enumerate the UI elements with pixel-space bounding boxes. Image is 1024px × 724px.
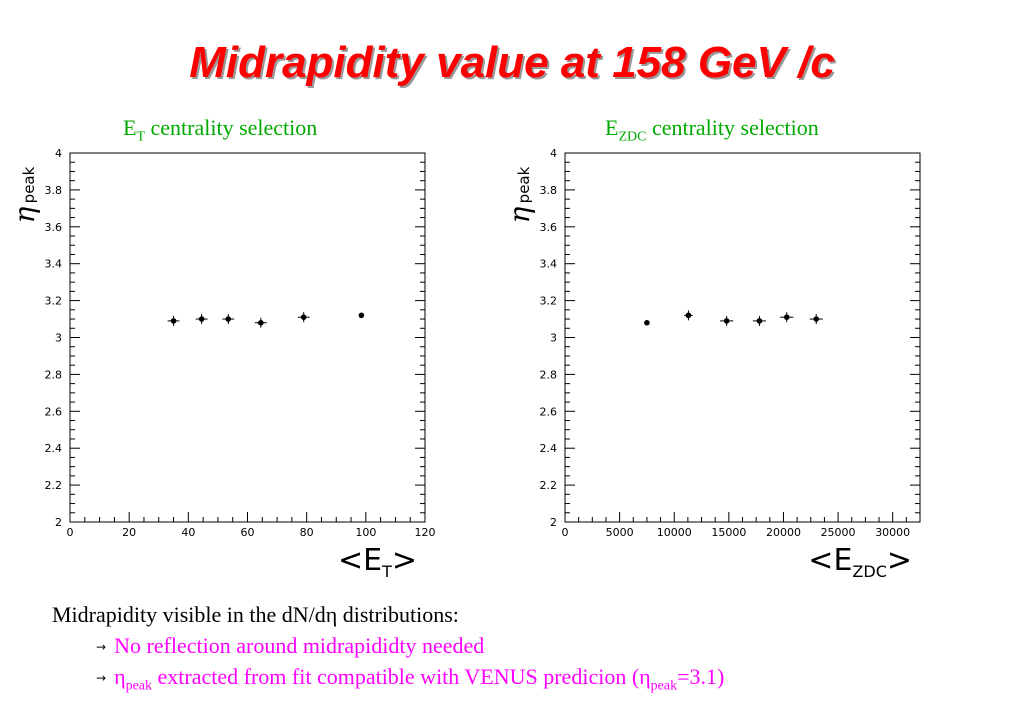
plot-frame xyxy=(69,152,426,523)
left-panel-title: ET centrality selection xyxy=(123,115,317,145)
y-tick-label: 4 xyxy=(55,147,62,160)
plot-frame xyxy=(564,152,921,523)
y-tick-label: 3.8 xyxy=(45,184,63,197)
y-axis-label: η peak xyxy=(503,166,536,223)
y-tick-label: 3 xyxy=(55,332,62,345)
y-tick-label: 3.2 xyxy=(45,295,63,308)
y-axis-label-symbol: η xyxy=(8,206,41,223)
y-tick-label: 2.6 xyxy=(45,405,63,418)
left-panel-title-main: E xyxy=(123,115,137,140)
x-tick-label: 15000 xyxy=(711,526,746,539)
y-tick-label: 2.6 xyxy=(540,405,558,418)
data-point xyxy=(813,316,820,322)
data-point xyxy=(783,314,790,321)
x-tick-label: 120 xyxy=(415,526,436,539)
y-tick-label: 2.8 xyxy=(45,368,63,381)
left-panel-title-rest: centrality selection xyxy=(145,115,318,140)
y-tick-label: 2.4 xyxy=(45,442,63,455)
x-tick-label: 40 xyxy=(181,526,195,539)
y-tick-label: 3.2 xyxy=(540,295,558,308)
bullet2-eta-sub: peak xyxy=(125,678,153,694)
x-axis-label: <ET> xyxy=(338,543,417,581)
x-tick-label: 60 xyxy=(241,526,255,539)
x-axis-label-sub: T xyxy=(381,562,392,581)
data-point xyxy=(756,318,763,324)
y-axis-label: η peak xyxy=(8,166,41,223)
x-tick-label: 0 xyxy=(67,526,74,539)
x-tick-label: 80 xyxy=(300,526,314,539)
bullet-text-1: No reflection around midrapididty needed xyxy=(114,633,485,658)
right-chart: 2 2.2 2.4 2.6 2.8 3 3.2 3.4 3.6 3.8 4 0 5000 10000 150… xyxy=(503,147,921,581)
x-tick-label: 5000 xyxy=(606,526,634,539)
right-panel-title-rest: centrality selection xyxy=(646,115,819,140)
slide-title: Midrapidity value at 158 GeV /c xyxy=(189,38,835,87)
x-tick-label: 25000 xyxy=(821,526,856,539)
y-axis-label-sub: peak xyxy=(515,166,533,203)
x-tick-label: 10000 xyxy=(657,526,692,539)
x-axis-label-main: E xyxy=(833,543,852,578)
data-point xyxy=(685,312,692,319)
y-tick-label: 2.2 xyxy=(540,479,558,492)
x-tick-label: 20 xyxy=(122,526,136,539)
left-chart: 22.22.42.62.833.23.43.63.840 20 40 60 80 100 1… xyxy=(8,147,436,581)
x-axis-label-open: < xyxy=(808,543,833,578)
x-axis-label: <EZDC> xyxy=(808,543,912,581)
data-point xyxy=(300,314,307,321)
y-tick-label: 4 xyxy=(550,147,557,160)
y-tick-label: 2.2 xyxy=(45,479,63,492)
data-point xyxy=(225,316,232,322)
y-tick-label: 3.8 xyxy=(540,184,558,197)
data-point xyxy=(644,319,650,326)
x-axis-label-open: < xyxy=(338,543,363,578)
x-tick-label: 0 xyxy=(562,526,569,539)
y-tick-label: 2.8 xyxy=(540,368,558,381)
y-tick-label: 2.4 xyxy=(540,442,558,455)
y-tick-label: 3.4 xyxy=(540,258,558,271)
data-point xyxy=(198,316,205,322)
x-axis-label-close: > xyxy=(392,543,417,578)
data-point xyxy=(258,319,264,326)
bullet2-eta2-sub: peak xyxy=(650,678,678,694)
data-point xyxy=(358,312,365,319)
left-panel-title-sub: T xyxy=(136,129,146,145)
arrow-icon: → xyxy=(96,640,107,654)
summary-line: Midrapidity visible in the dN/dη distrib… xyxy=(52,602,459,627)
bullet2-text: extracted from fit compatible with VENUS… xyxy=(152,664,640,689)
bullet2-eta: η xyxy=(114,664,126,689)
right-panel-title-main: E xyxy=(605,115,619,140)
right-panel-title-sub: ZDC xyxy=(618,129,647,145)
x-axis-label-close: > xyxy=(887,543,912,578)
bullet2-end: =3.1) xyxy=(677,664,725,689)
x-axis-label-main: E xyxy=(363,543,382,578)
x-tick-label: 20000 xyxy=(766,526,801,539)
data-point xyxy=(723,318,730,324)
bullet-item-2: → ηpeak extracted from fit compatible wit… xyxy=(96,664,724,699)
bullet-item-1: → No reflection around midrapididty neede… xyxy=(96,633,484,660)
y-tick-label: 3 xyxy=(550,332,557,345)
x-tick-label: 30000 xyxy=(875,526,910,539)
arrow-icon: → xyxy=(96,671,107,685)
data-point xyxy=(170,318,177,324)
y-tick-label: 2 xyxy=(55,516,62,529)
x-tick-label: 100 xyxy=(355,526,376,539)
y-axis-label-sub: peak xyxy=(20,166,38,203)
bullet2-eta2: η xyxy=(639,664,651,689)
right-panel-title: EZDC centrality selection xyxy=(605,115,819,145)
x-axis-label-text: <EZDC> xyxy=(808,543,912,581)
y-tick-label: 3.6 xyxy=(45,221,63,234)
y-tick-label: 2 xyxy=(550,516,557,529)
x-axis-label-text: <ET> xyxy=(338,543,417,581)
x-axis-label-sub: ZDC xyxy=(852,562,886,581)
y-tick-label: 3.4 xyxy=(45,258,63,271)
y-tick-label: 3.6 xyxy=(540,221,558,234)
y-axis-label-symbol: η xyxy=(503,206,536,223)
